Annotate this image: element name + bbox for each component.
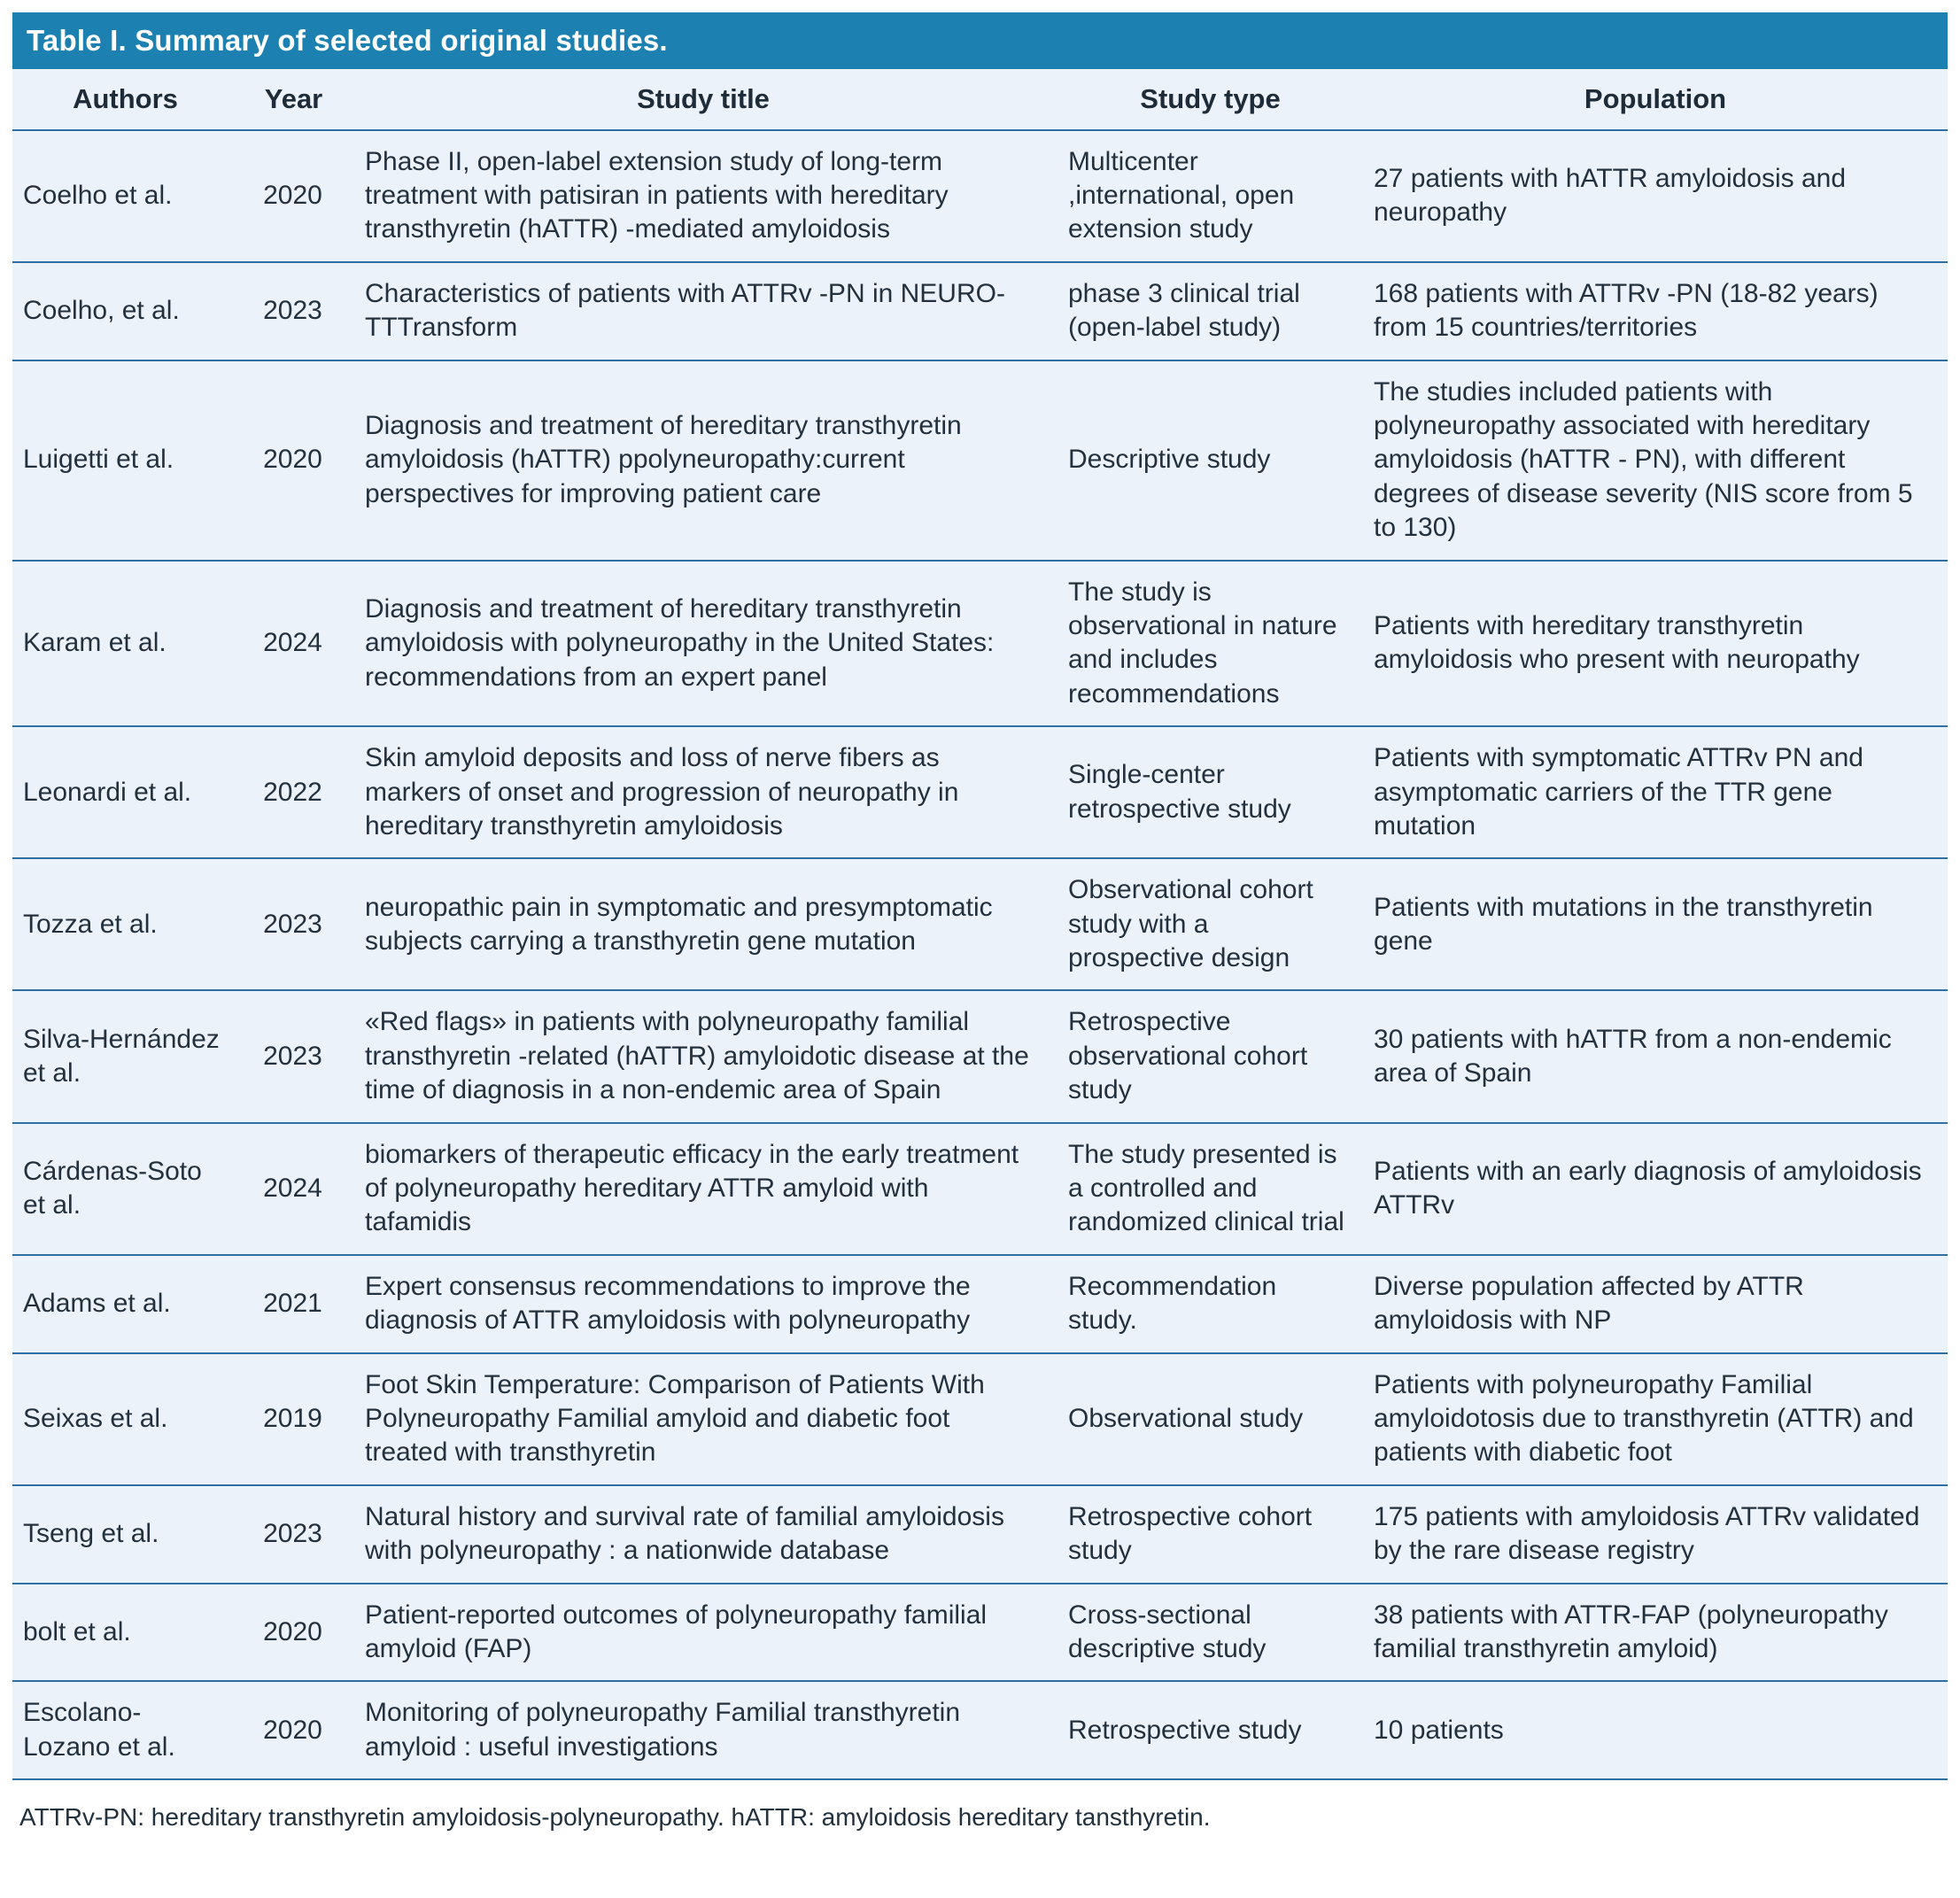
cell-title: Monitoring of polyneuropathy Familial tr… bbox=[349, 1680, 1057, 1781]
cell-year: 2020 bbox=[238, 359, 349, 561]
cell-title: Patient-reported outcomes of polyneuropa… bbox=[349, 1582, 1057, 1682]
cell-population: 175 patients with amyloidosis ATTRv vali… bbox=[1363, 1484, 1948, 1584]
table-row: Luigetti et al. 2020 Diagnosis and treatme… bbox=[12, 359, 1948, 561]
cell-population: 10 patients bbox=[1363, 1680, 1948, 1781]
cell-title: Diagnosis and treatment of hereditary tr… bbox=[349, 359, 1057, 561]
cell-title: Phase II, open-label extension study of … bbox=[349, 128, 1057, 262]
table-row: Coelho et al. 2020 Phase II, open-label ex… bbox=[12, 128, 1948, 262]
cell-population: Diverse population affected by ATTR amyl… bbox=[1363, 1253, 1948, 1353]
cell-authors: Tseng et al. bbox=[12, 1484, 238, 1584]
cell-population: 38 patients with ATTR-FAP (polyneuropath… bbox=[1363, 1582, 1948, 1682]
cell-year: 2019 bbox=[238, 1352, 349, 1485]
cell-year: 2023 bbox=[238, 260, 349, 360]
cell-authors: Cárdenas-Soto et al. bbox=[12, 1121, 238, 1255]
table-row: Tseng et al. 2023 Natural history and surv… bbox=[12, 1484, 1948, 1584]
cell-year: 2020 bbox=[238, 128, 349, 262]
cell-population: The studies included patients with polyn… bbox=[1363, 359, 1948, 561]
cell-year: 2020 bbox=[238, 1582, 349, 1682]
table-row: Escolano-Lozano et al. 2020 Monitoring of … bbox=[12, 1680, 1948, 1781]
column-header-study-type: Study type bbox=[1140, 83, 1281, 114]
cell-type: Multicenter ,international, open extensi… bbox=[1057, 128, 1363, 262]
cell-year: 2023 bbox=[238, 989, 349, 1123]
table-row: Silva-Hernández et al. 2023 «Red flags» in… bbox=[12, 989, 1948, 1123]
cell-year: 2024 bbox=[238, 1121, 349, 1255]
cell-title: «Red flags» in patients with polyneuropa… bbox=[349, 989, 1057, 1123]
studies-table: Authors Year Study title Study type Popu… bbox=[12, 69, 1948, 1781]
cell-population: 30 patients with hATTR from a non-endemi… bbox=[1363, 989, 1948, 1123]
cell-authors: Adams et al. bbox=[12, 1253, 238, 1353]
cell-authors: bolt et al. bbox=[12, 1582, 238, 1682]
table-row: Karam et al. 2024 Diagnosis and treatment … bbox=[12, 559, 1948, 727]
cell-title: neuropathic pain in symptomatic and pres… bbox=[349, 857, 1057, 991]
cell-population: Patients with mutations in the transthyr… bbox=[1363, 857, 1948, 991]
cell-population: Patients with symptomatic ATTRv PN and a… bbox=[1363, 725, 1948, 859]
cell-type: The study is observational in nature and… bbox=[1057, 559, 1363, 727]
table-footnote: ATTRv-PN: hereditary transthyretin amylo… bbox=[12, 1780, 1948, 1859]
table-row: Tozza et al. 2023 neuropathic pain in symp… bbox=[12, 857, 1948, 991]
cell-title: Natural history and survival rate of fam… bbox=[349, 1484, 1057, 1584]
cell-title: Expert consensus recommendations to impr… bbox=[349, 1253, 1057, 1353]
cell-authors: Tozza et al. bbox=[12, 857, 238, 991]
cell-year: 2023 bbox=[238, 857, 349, 991]
cell-title: Foot Skin Temperature: Comparison of Pat… bbox=[349, 1352, 1057, 1485]
table-row: Seixas et al. 2019 Foot Skin Temperature: … bbox=[12, 1352, 1948, 1485]
table-title: Table I. Summary of selected original st… bbox=[12, 12, 1948, 69]
cell-year: 2023 bbox=[238, 1484, 349, 1584]
column-header-authors: Authors bbox=[73, 83, 178, 114]
table-row: Cárdenas-Soto et al. 2024 biomarkers of th… bbox=[12, 1121, 1948, 1255]
cell-authors: Coelho, et al. bbox=[12, 260, 238, 360]
cell-year: 2021 bbox=[238, 1253, 349, 1353]
cell-year: 2022 bbox=[238, 725, 349, 859]
table-header: Authors Year Study title Study type Popu… bbox=[12, 69, 1948, 130]
header-row: Authors Year Study title Study type Popu… bbox=[12, 69, 1948, 130]
cell-type: Retrospective observational cohort study bbox=[1057, 989, 1363, 1123]
column-header-population: Population bbox=[1584, 83, 1727, 114]
cell-type: Single-center retrospective study bbox=[1057, 725, 1363, 859]
cell-population: Patients with hereditary transthyretin a… bbox=[1363, 559, 1948, 727]
table-row: bolt et al. 2020 Patient-reported outcomes… bbox=[12, 1582, 1948, 1682]
cell-type: Retrospective cohort study bbox=[1057, 1484, 1363, 1584]
cell-authors: Leonardi et al. bbox=[12, 725, 238, 859]
cell-population: 168 patients with ATTRv -PN (18-82 years… bbox=[1363, 260, 1948, 360]
cell-authors: Seixas et al. bbox=[12, 1352, 238, 1485]
cell-title: Skin amyloid deposits and loss of nerve … bbox=[349, 725, 1057, 859]
table-row: Coelho, et al. 2023 Characteristics of pat… bbox=[12, 260, 1948, 360]
cell-type: Observational study bbox=[1057, 1352, 1363, 1485]
cell-title: Diagnosis and treatment of hereditary tr… bbox=[349, 559, 1057, 727]
cell-population: Patients with polyneuropathy Familial am… bbox=[1363, 1352, 1948, 1485]
cell-authors: Silva-Hernández et al. bbox=[12, 989, 238, 1123]
cell-authors: Coelho et al. bbox=[12, 128, 238, 262]
table-row: Adams et al. 2021 Expert consensus recomme… bbox=[12, 1253, 1948, 1353]
cell-type: Cross-sectional descriptive study bbox=[1057, 1582, 1363, 1682]
cell-type: phase 3 clinical trial (open-label study… bbox=[1057, 260, 1363, 360]
cell-population: Patients with an early diagnosis of amyl… bbox=[1363, 1121, 1948, 1255]
column-header-study-title: Study title bbox=[637, 83, 770, 114]
cell-type: Observational cohort study with a prospe… bbox=[1057, 857, 1363, 991]
cell-population: 27 patients with hATTR amyloidosis and n… bbox=[1363, 128, 1948, 262]
cell-year: 2024 bbox=[238, 559, 349, 727]
cell-authors: Luigetti et al. bbox=[12, 359, 238, 561]
cell-type: Recommendation study. bbox=[1057, 1253, 1363, 1353]
cell-title: biomarkers of therapeutic efficacy in th… bbox=[349, 1121, 1057, 1255]
cell-type: The study presented is a controlled and … bbox=[1057, 1121, 1363, 1255]
cell-title: Characteristics of patients with ATTRv -… bbox=[349, 260, 1057, 360]
cell-year: 2020 bbox=[238, 1680, 349, 1781]
table-row: Leonardi et al. 2022 Skin amyloid deposits… bbox=[12, 725, 1948, 859]
cell-type: Retrospective study bbox=[1057, 1680, 1363, 1781]
cell-authors: Karam et al. bbox=[12, 559, 238, 727]
cell-type: Descriptive study bbox=[1057, 359, 1363, 561]
column-header-year: Year bbox=[264, 83, 323, 114]
cell-authors: Escolano-Lozano et al. bbox=[12, 1680, 238, 1781]
table-body: Coelho et al. 2020 Phase II, open-label ex… bbox=[12, 128, 1948, 1781]
